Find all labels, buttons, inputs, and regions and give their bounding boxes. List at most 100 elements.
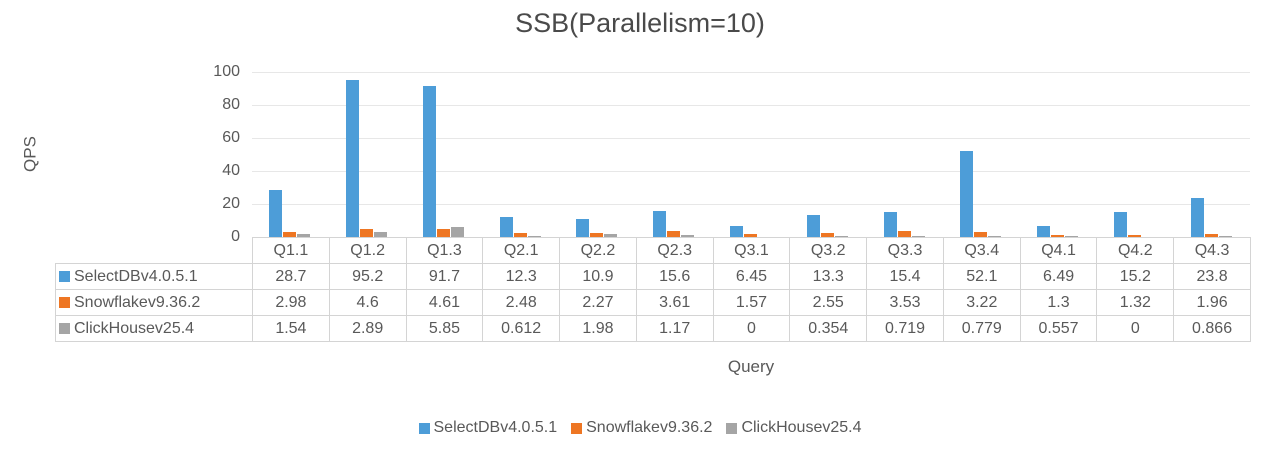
bar — [576, 219, 589, 237]
column-header: Q3.3 — [866, 237, 944, 264]
column-header: Q1.3 — [405, 237, 484, 264]
legend-label: ClickHousev25.4 — [741, 419, 862, 436]
legend-key-icon — [59, 296, 70, 308]
value-cell: 91.7 — [405, 263, 484, 290]
gridline — [252, 204, 1250, 205]
bar — [590, 233, 603, 237]
bar — [1051, 235, 1064, 237]
y-tick-label: 80 — [222, 96, 240, 113]
bar — [974, 232, 987, 237]
value-cell: 1.3 — [1019, 289, 1098, 316]
legend-key-icon — [571, 422, 583, 434]
column-header: Q3.1 — [712, 237, 791, 264]
legend: SelectDBv4.0.5.1 Snowflakev9.36.2 ClickHou… — [0, 419, 1280, 437]
value-cell: 15.2 — [1096, 263, 1175, 290]
value-cell: 4.61 — [405, 289, 484, 316]
bar — [1065, 236, 1078, 237]
column-header: Q4.2 — [1096, 237, 1175, 264]
value-cell: 0.354 — [789, 315, 868, 342]
value-cell: 12.3 — [482, 263, 561, 290]
bar — [423, 86, 436, 237]
column-header: Q2.1 — [482, 237, 561, 264]
value-cell: 52.1 — [942, 263, 1021, 290]
y-axis-title: QPS — [20, 136, 40, 172]
bar — [1114, 212, 1127, 237]
series-label-cell: SelectDBv4.0.5.1 — [55, 263, 253, 290]
column-header: Q3.4 — [942, 237, 1021, 264]
value-cell: 2.55 — [789, 289, 868, 316]
gridline — [252, 105, 1250, 106]
bar — [821, 233, 834, 237]
bar — [528, 236, 541, 237]
value-cell: 95.2 — [328, 263, 407, 290]
data-table: Q1.1 Q1.2 Q1.3 Q2.1 Q2.2 Q2.3 Q3.1 Q3.2 Q3.3 Q3.4… — [55, 237, 1251, 342]
column-header: Q2.2 — [559, 237, 637, 264]
value-cell: 15.6 — [635, 263, 714, 290]
bar — [884, 212, 897, 237]
bar — [514, 233, 527, 237]
value-cell: 3.61 — [635, 289, 714, 316]
value-cell: 3.53 — [866, 289, 944, 316]
legend-key-icon — [418, 422, 430, 434]
y-tick-label: 0 — [231, 228, 240, 245]
chart-title: SSB(Parallelism=10) — [515, 8, 765, 38]
bar — [283, 232, 296, 237]
value-cell: 1.54 — [252, 315, 330, 342]
legend-label: Snowflakev9.36.2 — [586, 419, 713, 436]
table-row: ClickHousev25.4 1.54 2.89 5.85 0.612 1.98 1.17… — [55, 315, 1251, 342]
legend-key-icon — [59, 322, 70, 334]
bar — [500, 217, 513, 237]
column-header: Q4.3 — [1173, 237, 1251, 264]
column-header: Q1.1 — [252, 237, 330, 264]
bar — [681, 235, 694, 237]
value-cell: 1.32 — [1096, 289, 1175, 316]
bar — [653, 211, 666, 237]
bar — [297, 234, 310, 237]
bar — [960, 151, 973, 237]
bar — [744, 234, 757, 237]
table-header-row: Q1.1 Q1.2 Q1.3 Q2.1 Q2.2 Q2.3 Q3.1 Q3.2 Q3.3 Q3.4… — [56, 237, 1251, 264]
series-label-cell: ClickHousev25.4 — [55, 315, 253, 342]
plot-area — [252, 72, 1250, 237]
bar — [835, 236, 848, 237]
value-cell: 15.4 — [866, 263, 944, 290]
value-cell: 3.22 — [942, 289, 1021, 316]
value-cell: 1.96 — [1173, 289, 1251, 316]
bar — [1219, 236, 1232, 237]
series-name: ClickHousev25.4 — [74, 319, 195, 337]
value-cell: 23.8 — [1173, 263, 1251, 290]
value-cell: 5.85 — [405, 315, 484, 342]
value-cell: 1.57 — [712, 289, 791, 316]
bar — [898, 231, 911, 237]
column-header: Q3.2 — [789, 237, 868, 264]
value-cell: 2.27 — [559, 289, 637, 316]
gridline — [252, 171, 1250, 172]
value-cell: 0.557 — [1019, 315, 1098, 342]
bar — [1205, 234, 1218, 237]
bar — [346, 80, 359, 237]
value-cell: 2.98 — [252, 289, 330, 316]
legend-label: SelectDBv4.0.5.1 — [433, 419, 558, 436]
bar — [269, 190, 282, 237]
x-axis-title: Query — [727, 357, 775, 376]
bar — [360, 229, 373, 237]
value-cell: 2.89 — [328, 315, 407, 342]
bar — [1128, 235, 1141, 237]
series-label-cell: Snowflakev9.36.2 — [55, 289, 253, 316]
table-row: SelectDBv4.0.5.1 28.7 95.2 91.7 12.3 10.9 15.6… — [55, 263, 1251, 290]
y-tick-label: 20 — [222, 195, 240, 212]
value-cell: 0.779 — [942, 315, 1021, 342]
column-header: Q2.3 — [635, 237, 714, 264]
column-header: Q4.1 — [1019, 237, 1098, 264]
value-cell: 1.17 — [635, 315, 714, 342]
bar — [604, 234, 617, 237]
value-cell: 0.719 — [866, 315, 944, 342]
gridline — [252, 72, 1250, 73]
table-corner-cell — [56, 238, 253, 264]
value-cell: 2.48 — [482, 289, 561, 316]
value-cell: 0 — [1096, 315, 1175, 342]
y-tick-label: 40 — [222, 162, 240, 179]
column-header: Q1.2 — [328, 237, 407, 264]
bar — [437, 229, 450, 237]
bar — [667, 231, 680, 237]
